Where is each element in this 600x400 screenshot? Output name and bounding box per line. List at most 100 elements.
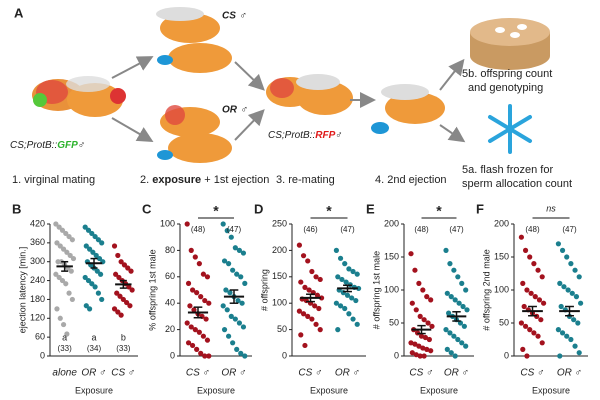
data-point	[535, 267, 541, 273]
data-point	[541, 300, 547, 306]
data-point	[185, 340, 192, 346]
data-point	[455, 336, 461, 343]
data-point	[539, 274, 545, 280]
data-point	[226, 333, 232, 339]
data-point	[420, 345, 426, 351]
data-point	[192, 327, 198, 333]
x-tick-label: CS ♂	[409, 368, 433, 379]
n-label: (34)	[87, 344, 102, 353]
data-point	[335, 274, 341, 280]
x-axis-label: Exposure	[420, 385, 458, 395]
data-point	[57, 315, 63, 321]
data-point	[568, 336, 574, 343]
data-point	[428, 297, 434, 303]
data-point	[53, 271, 59, 277]
data-point	[412, 267, 418, 273]
data-point	[425, 320, 431, 326]
data-point	[296, 242, 302, 248]
panel-letter: E	[366, 201, 375, 216]
data-point	[463, 287, 469, 293]
x-tick-label: OR ♂	[444, 368, 469, 379]
data-point	[206, 353, 212, 359]
fly	[371, 84, 445, 134]
data-point	[87, 306, 93, 312]
data-point	[184, 221, 190, 227]
n-label: (46)	[303, 225, 318, 234]
data-point	[196, 261, 202, 267]
y-tick-label: 50	[499, 317, 509, 327]
data-point	[96, 255, 103, 262]
data-point	[126, 284, 132, 290]
n-label: (47)	[340, 225, 355, 234]
data-point	[111, 243, 118, 249]
data-point	[54, 306, 60, 312]
y-tick-label: 250	[272, 218, 287, 228]
data-point	[555, 327, 562, 333]
y-tick-label: 0	[170, 350, 175, 360]
data-point	[536, 297, 543, 303]
data-point	[413, 307, 419, 313]
data-point	[522, 247, 529, 253]
data-point	[242, 280, 248, 286]
data-point	[409, 300, 415, 306]
data-point	[408, 251, 414, 257]
data-point	[204, 274, 211, 280]
data-point	[90, 249, 96, 255]
data-point	[230, 340, 236, 346]
data-point	[559, 247, 566, 253]
x-axis-label: Exposure	[75, 385, 113, 395]
n-label: (33)	[58, 344, 73, 353]
x-tick-label: CS ♂	[186, 368, 210, 379]
data-point	[238, 274, 244, 280]
data-point	[421, 353, 427, 359]
data-point	[569, 290, 575, 296]
y-tick-label: 80	[165, 245, 175, 255]
data-point	[413, 352, 419, 358]
data-point	[188, 324, 194, 330]
data-point	[561, 284, 567, 290]
data-point	[188, 247, 194, 253]
data-point	[63, 281, 69, 287]
snowflake-icon	[488, 104, 532, 154]
data-point	[221, 258, 228, 264]
chart: F 0 50 100 150 200 # offspring 2nd male Exposur…	[476, 201, 588, 395]
data-point	[424, 346, 430, 352]
significance-label: ns	[546, 203, 556, 213]
data-point	[54, 240, 60, 246]
data-point	[206, 300, 212, 306]
data-point	[92, 233, 98, 240]
data-point	[116, 274, 122, 281]
data-point	[298, 279, 304, 285]
y-axis-label: # offspring 2nd male	[481, 249, 491, 330]
data-point	[524, 287, 530, 293]
data-point	[60, 321, 67, 328]
panel-letter: D	[254, 201, 263, 216]
group-letter: a	[62, 332, 67, 342]
y-tick-label: 300	[30, 256, 45, 266]
data-point	[335, 327, 341, 333]
data-point	[521, 303, 527, 310]
data-point	[115, 252, 121, 259]
chart: C 0 20 40 60 80 100 % offspring 1st male Exposur…	[142, 201, 252, 395]
data-point	[190, 342, 196, 349]
data-point	[190, 287, 196, 293]
x-tick-label: CS ♂	[298, 368, 322, 379]
data-point	[342, 305, 348, 312]
data-point	[128, 268, 134, 274]
step-label: 2. exposure + 1st ejection	[140, 174, 269, 186]
data-point	[531, 261, 537, 267]
data-point	[420, 287, 426, 293]
y-tick-label: 100	[160, 218, 175, 228]
data-point	[234, 271, 240, 277]
data-point	[192, 254, 198, 260]
y-tick-label: 360	[30, 237, 45, 247]
data-point	[531, 330, 537, 336]
y-tick-label: 200	[494, 218, 509, 228]
data-point	[422, 334, 429, 341]
x-tick-label: CS ♂	[520, 368, 544, 379]
panel-letter: B	[12, 201, 21, 216]
data-point	[220, 221, 226, 227]
data-point	[232, 245, 238, 251]
data-point	[95, 237, 101, 243]
